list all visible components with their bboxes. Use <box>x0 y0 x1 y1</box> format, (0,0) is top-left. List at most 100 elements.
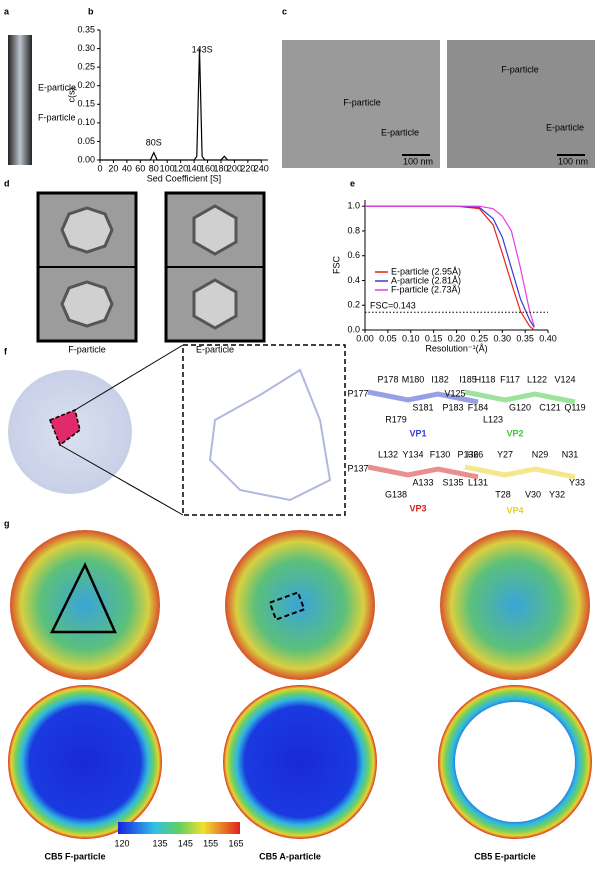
y-tick-label: 0.35 <box>77 24 95 34</box>
residue-label: C121 <box>539 402 561 412</box>
particle-average <box>192 204 238 256</box>
x-tick-label: 240 <box>254 163 269 173</box>
panel-label: f <box>4 346 8 356</box>
y-tick-label: 0.15 <box>77 99 95 109</box>
residue-label: I185 <box>459 374 477 384</box>
zoom-line <box>59 444 184 516</box>
residue-label: H26 <box>467 449 484 459</box>
particle-average <box>60 280 114 328</box>
section-map <box>8 685 162 839</box>
micrograph <box>282 40 440 168</box>
residue-label: P183 <box>442 402 463 412</box>
surface-map <box>440 530 590 680</box>
panel-label: a <box>4 6 10 16</box>
asym-triangle <box>49 562 117 634</box>
residue-label: N29 <box>532 449 549 459</box>
micrograph-label: F-particle <box>501 64 539 74</box>
y-tick-label: 0.0 <box>347 324 360 334</box>
panel-label: b <box>88 6 94 16</box>
residue-label: P136 <box>457 449 478 459</box>
residue-label: V124 <box>554 374 575 384</box>
protomer <box>208 368 332 502</box>
x-tick-label: 100 <box>160 163 175 173</box>
residue-label: V30 <box>525 489 541 499</box>
residue-label: G120 <box>509 402 531 412</box>
colorbar-tick-label: 135 <box>152 838 167 848</box>
residue-label: Q119 <box>564 402 585 412</box>
y-tick-label: 0.6 <box>347 250 360 260</box>
scale-label: 100 nm <box>403 156 433 166</box>
tube-photo <box>8 35 32 165</box>
micrograph-label: E-particle <box>546 122 584 132</box>
panel-label: c <box>282 6 287 16</box>
protein-label: VP3 <box>409 503 426 513</box>
x-tick-label: 0.20 <box>448 333 466 343</box>
particle-average <box>60 206 114 254</box>
residue-label: S181 <box>412 402 433 412</box>
x-tick-label: 140 <box>187 163 202 173</box>
y-tick-label: 0.30 <box>77 43 95 53</box>
asym-unit <box>49 408 81 447</box>
x-tick-label: 80 <box>149 163 159 173</box>
x-tick-label: 0.00 <box>356 333 374 343</box>
micrograph <box>447 40 595 168</box>
label: E-particle <box>38 82 76 92</box>
protein-label: VP1 <box>409 428 426 438</box>
x-tick-label: 0.30 <box>493 333 511 343</box>
y-axis-label: FSC <box>331 255 341 274</box>
x-tick-label: 120 <box>173 163 188 173</box>
x-tick-label: 0.05 <box>379 333 397 343</box>
map-label: CB5 A-particle <box>259 851 321 861</box>
residue-label: I182 <box>431 374 449 384</box>
residue-label: P137 <box>347 463 368 473</box>
density-stick <box>367 389 479 405</box>
residue-label: A133 <box>412 477 433 487</box>
legend-label: F-particle (2.73Å) <box>391 284 461 294</box>
residue-label: L131 <box>468 477 488 487</box>
density-stick <box>367 464 479 480</box>
residue-label: G138 <box>385 489 407 499</box>
surface-map <box>10 530 160 680</box>
residue-label: S135 <box>442 477 463 487</box>
colorbar <box>118 822 240 834</box>
residue-label: P178 <box>377 374 398 384</box>
residue-label: Y33 <box>569 477 585 487</box>
threshold-label: FSC=0.143 <box>370 301 416 311</box>
x-tick-label: 0 <box>97 163 102 173</box>
protein-label: VP4 <box>506 505 523 515</box>
x-tick-label: 20 <box>108 163 118 173</box>
y-tick-label: 1.0 <box>347 201 360 211</box>
label: E-particle <box>196 344 234 354</box>
x-axis-label: Resolution⁻¹(Å) <box>425 343 487 353</box>
colorbar-tick-label: 120 <box>114 838 129 848</box>
data-line <box>100 48 262 161</box>
scale-label: 100 nm <box>558 156 588 166</box>
protein-label: VP2 <box>506 428 523 438</box>
x-tick-label: 40 <box>122 163 132 173</box>
x-tick-label: 60 <box>135 163 145 173</box>
empty-interior <box>455 702 575 822</box>
x-axis-label: Sed Coefficient [S] <box>147 173 221 183</box>
residue-label: F117 <box>500 374 520 384</box>
y-tick-label: 0.10 <box>77 117 95 127</box>
y-tick-label: 0.4 <box>347 275 360 285</box>
section-map <box>223 685 377 839</box>
micrograph-label: E-particle <box>381 127 419 137</box>
zoom-line <box>74 344 184 411</box>
x-tick-label: 160 <box>200 163 215 173</box>
label: F-particle <box>68 344 106 354</box>
annotation: 80S <box>146 137 162 147</box>
panel-label: g <box>4 518 10 528</box>
x-tick-label: 200 <box>227 163 242 173</box>
y-tick-label: 0.20 <box>77 80 95 90</box>
legend-label: E-particle (2.95Å) <box>391 266 461 276</box>
panel-label: e <box>350 178 355 188</box>
residue-label: M180 <box>402 374 425 384</box>
panel-label: d <box>4 178 10 188</box>
annotation: 143S <box>192 44 213 54</box>
x-tick-label: 0.25 <box>471 333 489 343</box>
residue-label: Y134 <box>402 449 423 459</box>
residue-label: H118 <box>475 374 496 384</box>
residue-label: Y27 <box>497 449 513 459</box>
